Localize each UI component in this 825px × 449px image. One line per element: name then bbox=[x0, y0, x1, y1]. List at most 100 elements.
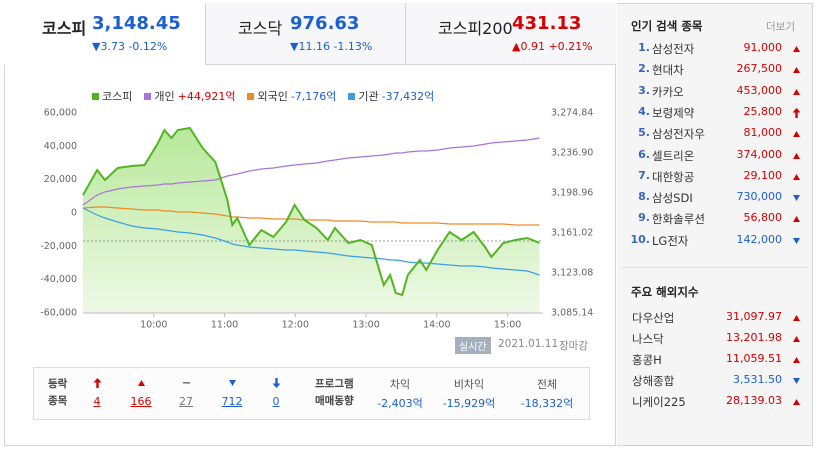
tab-value: 431.13 bbox=[512, 13, 582, 34]
series-line bbox=[82, 126, 540, 297]
y2-tick-label: 3,274.84 bbox=[551, 108, 593, 119]
stock-name[interactable]: 삼성SDI bbox=[652, 191, 693, 206]
index-value: 31,097.97 bbox=[726, 310, 782, 323]
legend-name: 코스피 bbox=[102, 90, 133, 103]
index-value: 13,201.98 bbox=[726, 331, 782, 344]
trend-icon bbox=[272, 378, 281, 388]
index-tab[interactable]: 코스피 3,148.45 ▼3.73 -0.12% bbox=[4, 3, 205, 65]
stock-name[interactable]: 대한항공 bbox=[652, 169, 695, 184]
tab-value: 976.63 bbox=[290, 13, 360, 34]
y2-tick-label: 3,123.08 bbox=[551, 268, 593, 279]
trend-icon bbox=[793, 46, 800, 52]
stock-price: 29,100 bbox=[743, 168, 783, 182]
program-name: 전체 bbox=[536, 378, 558, 391]
rank: 6. bbox=[638, 147, 650, 161]
series-line bbox=[82, 207, 540, 276]
breadth-count[interactable]: 0 bbox=[272, 395, 280, 408]
rank: 1. bbox=[638, 41, 650, 54]
y-tick-label: 60,000 bbox=[44, 108, 77, 119]
series-line bbox=[82, 206, 540, 226]
legend-name: 외국인 bbox=[257, 90, 288, 103]
trend-icon bbox=[793, 399, 800, 405]
legend-item: 코스피 bbox=[92, 88, 132, 104]
program-value: -2,403억 bbox=[377, 397, 423, 410]
side-panel bbox=[617, 3, 813, 446]
breadth-count[interactable]: 4 bbox=[93, 395, 101, 408]
x-tick-label: 10:00 bbox=[140, 320, 167, 331]
index-name[interactable]: 다우산업 bbox=[632, 311, 675, 325]
stock-name[interactable]: 보령제약 bbox=[652, 105, 695, 120]
index-name[interactable]: 상해종합 bbox=[632, 374, 675, 388]
breadth-count[interactable]: 712 bbox=[221, 395, 243, 408]
more-link[interactable]: 더보기 bbox=[766, 21, 795, 33]
trend-icon bbox=[793, 315, 800, 321]
tab-name: 코스피 bbox=[42, 19, 87, 38]
program-label: 매매동향 bbox=[315, 395, 354, 407]
index-name[interactable]: 나스닥 bbox=[632, 332, 664, 346]
index-tab[interactable]: 코스피200 431.13 ▲0.91 +0.21% bbox=[405, 3, 616, 65]
y-tick-label: 0 bbox=[71, 208, 77, 219]
index-value: 3,531.50 bbox=[733, 373, 782, 386]
index-value: 28,139.03 bbox=[726, 394, 782, 407]
y-tick-label: -40,000 bbox=[40, 274, 77, 285]
y-tick-label: 40,000 bbox=[44, 141, 77, 152]
program-value: -18,332억 bbox=[520, 397, 574, 410]
trend-icon bbox=[793, 131, 800, 138]
stock-price: 91,000 bbox=[743, 41, 783, 54]
series-line bbox=[82, 137, 540, 206]
chart: 60,000 40,000 20,000 0 -20,000 -40,000 -60,000… bbox=[40, 108, 593, 331]
trend-icon bbox=[792, 107, 801, 118]
status-badge: 실시간 bbox=[455, 337, 491, 354]
legend-item: 개인 +44,921억 bbox=[144, 88, 235, 104]
trend-icon bbox=[793, 152, 800, 159]
area bbox=[83, 128, 540, 313]
stock-name[interactable]: LG전자 bbox=[652, 233, 689, 248]
y2-tick-label: 3,236.90 bbox=[551, 148, 593, 159]
x-tick-label: 15:00 bbox=[494, 320, 521, 331]
stock-name[interactable]: 현대차 bbox=[652, 63, 684, 78]
trend-icon bbox=[229, 380, 236, 386]
trend-icon bbox=[793, 195, 800, 202]
stock-name[interactable]: 삼성전자우 bbox=[652, 127, 705, 142]
stock-name[interactable]: 한화솔루션 bbox=[652, 212, 705, 227]
popular-title: 인기 검색 종목 bbox=[631, 19, 703, 33]
stock-price: 267,500 bbox=[736, 62, 783, 76]
stock-price: 730,000 bbox=[736, 190, 783, 204]
legend-item: 외국인 -7,176억 bbox=[247, 88, 336, 104]
trend-icon bbox=[183, 382, 190, 384]
program-name: 차익 bbox=[389, 378, 411, 391]
legend-swatch bbox=[144, 92, 152, 100]
stock-name[interactable]: 삼성전자 bbox=[652, 42, 695, 56]
trend-icon bbox=[793, 357, 800, 363]
index-tab[interactable]: 코스닥 976.63 ▼11.16 -1.13% bbox=[205, 3, 405, 65]
trend-icon bbox=[793, 237, 800, 244]
stock-price: 142,000 bbox=[736, 232, 783, 246]
index-name[interactable]: 홍콩H bbox=[632, 353, 662, 367]
program-name: 비차익 bbox=[453, 378, 485, 391]
index-name[interactable]: 니케이225 bbox=[632, 395, 686, 409]
overseas-title: 주요 해외지수 bbox=[631, 285, 699, 299]
stock-name[interactable]: 카카오 bbox=[652, 84, 684, 99]
breadth-count[interactable]: 27 bbox=[179, 395, 193, 408]
program-label: 프로그램 bbox=[315, 378, 354, 390]
rank: 9. bbox=[638, 211, 650, 225]
breadth-count[interactable]: 166 bbox=[130, 395, 152, 408]
breadth-label: 종목 bbox=[48, 395, 68, 407]
trend-icon bbox=[138, 380, 145, 386]
stock-name[interactable]: 셀트리온 bbox=[652, 148, 695, 163]
status-date: 2021.01.11 bbox=[498, 338, 559, 350]
status-state: 장마감 bbox=[559, 340, 588, 352]
trend-icon bbox=[793, 378, 800, 384]
x-tick-label: 12:00 bbox=[282, 320, 309, 331]
stock-price: 25,800 bbox=[743, 104, 783, 118]
legend-swatch bbox=[247, 92, 255, 100]
legend-swatch bbox=[92, 92, 99, 100]
separator bbox=[622, 267, 808, 268]
y-tick-label: 20,000 bbox=[44, 174, 77, 185]
stock-price: 453,000 bbox=[736, 83, 783, 97]
legend-value: -37,432억 bbox=[381, 90, 435, 103]
stats-box bbox=[33, 367, 590, 420]
rank: 5. bbox=[638, 126, 650, 140]
legend-value: -7,176억 bbox=[290, 90, 337, 103]
